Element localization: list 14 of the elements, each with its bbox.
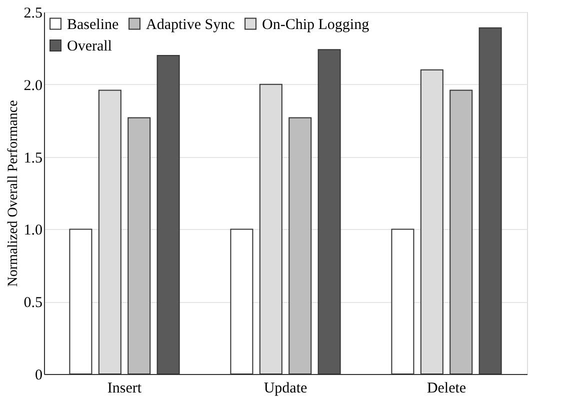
legend-label: Overall (67, 38, 112, 54)
x-tick-label: Delete (426, 380, 466, 396)
x-tick-label: Update (264, 380, 308, 396)
legend-label: Baseline (67, 16, 119, 33)
y-tick-label: 1.5 (24, 150, 42, 166)
y-axis-title: Normalized Overall Performance (6, 100, 21, 287)
y-tick-label: 2.0 (24, 78, 42, 94)
legend-label: Adaptive Sync (146, 16, 236, 33)
x-tick-label: Insert (107, 380, 142, 396)
y-tick-label: 2.5 (24, 6, 42, 22)
y-tick-label: 1.0 (24, 222, 42, 239)
y-tick-label: 0 (35, 368, 42, 384)
y-tick-label: 0.5 (24, 295, 42, 312)
legend-label: On-Chip Logging (262, 16, 370, 33)
